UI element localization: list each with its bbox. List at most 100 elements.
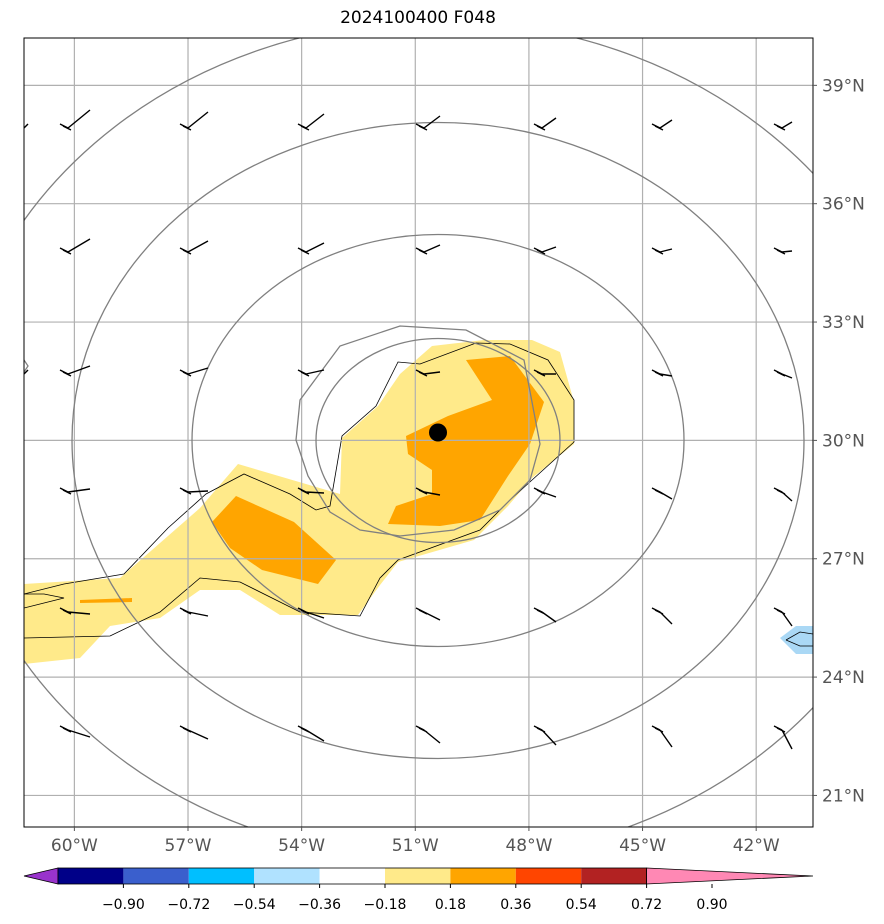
pressure-contour: [71, 121, 805, 760]
colorbar-label: −0.54: [233, 897, 276, 913]
lon-tick-label: 60°W: [51, 836, 98, 856]
colorbar-label: 0.90: [696, 897, 727, 913]
colorbar-label: −0.90: [102, 897, 145, 913]
wind-barb: [179, 487, 209, 495]
wind-barb: [533, 369, 556, 377]
colorbar-bin: [581, 868, 647, 884]
lat-tick-label: 39°N: [822, 76, 865, 96]
lon-tick-label: 48°W: [505, 836, 552, 856]
wind-barb: [297, 113, 325, 131]
lon-tick-label: 51°W: [392, 836, 439, 856]
wind-barb: [179, 240, 209, 255]
lat-tick-label: 33°N: [822, 313, 865, 333]
colorbar-bin: [385, 868, 451, 884]
colorbar-label: −0.36: [298, 897, 341, 913]
wind-barb-layer: [24, 109, 793, 750]
wind-barb: [415, 115, 441, 131]
colorbar-label: 0.36: [500, 897, 531, 913]
lat-tick-label: 21°N: [822, 786, 865, 806]
lat-tick-label: 24°N: [822, 668, 865, 688]
shade-region-mid: [80, 598, 132, 603]
colorbar-bin: [450, 868, 516, 884]
colorbar-label: 0.18: [435, 897, 466, 913]
storm-center-marker: [429, 423, 448, 442]
colorbar-label: −0.72: [167, 897, 210, 913]
wind-barb: [415, 607, 441, 621]
wind-barb: [773, 121, 793, 131]
colorbar: −0.90 −0.72 −0.54 −0.36 −0.18 0.18 0.36 0.54 0.7…: [23, 867, 814, 913]
colorbar-bin: [58, 868, 124, 884]
wind-barb: [651, 369, 673, 377]
wind-barb: [59, 607, 91, 615]
lat-tick-label: 30°N: [822, 431, 865, 451]
pressure-contour: [24, 359, 29, 373]
wind-barb: [773, 725, 793, 750]
colorbar-bin: [123, 868, 189, 884]
colorbar-label: 0.72: [631, 897, 662, 913]
colorbar-extend-low: [23, 867, 59, 885]
wind-barb: [59, 487, 91, 495]
wind-barb: [651, 247, 673, 255]
grid-layer: [24, 38, 813, 827]
shade-outline: [24, 342, 575, 639]
wind-barb: [533, 117, 557, 131]
wind-barb: [773, 487, 793, 502]
wind-barb: [59, 365, 91, 377]
wind-barb: [651, 725, 673, 748]
colorbar-bin: [188, 868, 255, 884]
wind-barb: [297, 242, 325, 255]
wind-barb: [651, 487, 673, 500]
wind-barb: [179, 111, 209, 131]
wind-barb: [415, 369, 441, 377]
wind-barb: [59, 109, 91, 131]
page-title: 2024100400 F048: [340, 8, 496, 28]
axis-ticks: 60°W 57°W 54°W 51°W 48°W 45°W 42°W 21°N 24°N 27°N…: [51, 76, 865, 856]
wind-barb: [297, 725, 325, 742]
wind-barb: [651, 119, 673, 131]
wind-barb: [533, 725, 557, 746]
wind-barb: [415, 244, 441, 255]
shade-region-mid: [388, 356, 544, 526]
wind-barb: [533, 607, 557, 623]
wind-barb: [773, 369, 793, 379]
colorbar-bin: [319, 868, 385, 884]
colorbar-frame: [57, 867, 647, 885]
shading-layer: [24, 340, 813, 664]
colorbar-label: 0.54: [566, 897, 597, 913]
lon-tick-label: 57°W: [165, 836, 212, 856]
wind-barb: [59, 238, 91, 255]
shade-region-negative: [780, 626, 813, 654]
wind-barb: [297, 369, 325, 377]
wind-barb: [297, 607, 325, 619]
lon-tick-label: 54°W: [278, 836, 325, 856]
wind-barb: [179, 367, 209, 377]
shade-outline: [24, 593, 65, 609]
wind-barb: [59, 725, 91, 738]
colorbar-bin: [515, 868, 582, 884]
wind-barb: [179, 725, 209, 740]
pressure-contour: [315, 337, 561, 544]
wind-barb: [179, 607, 209, 617]
lon-tick-label: 45°W: [619, 836, 666, 856]
colorbar-bin: [254, 868, 320, 884]
colorbar-extend-high: [646, 867, 814, 885]
wind-barb: [415, 725, 441, 744]
lat-tick-label: 27°N: [822, 550, 865, 570]
pressure-contour: [191, 233, 685, 648]
wind-barb: [773, 607, 793, 627]
lon-tick-label: 42°W: [733, 836, 780, 856]
map-frame: [23, 37, 814, 828]
wind-barb: [651, 607, 673, 625]
wind-barb: [24, 369, 29, 375]
colorbar-label: −0.18: [364, 897, 407, 913]
shade-outline: [785, 631, 813, 647]
pressure-contour: [295, 325, 541, 537]
wind-barb: [533, 487, 557, 498]
wind-barb: [24, 123, 29, 129]
contour-layer: [24, 38, 813, 827]
lat-tick-label: 36°N: [822, 195, 865, 215]
wind-barb: [533, 246, 557, 255]
wind-barb: [297, 487, 325, 495]
wind-barb: [415, 487, 441, 496]
